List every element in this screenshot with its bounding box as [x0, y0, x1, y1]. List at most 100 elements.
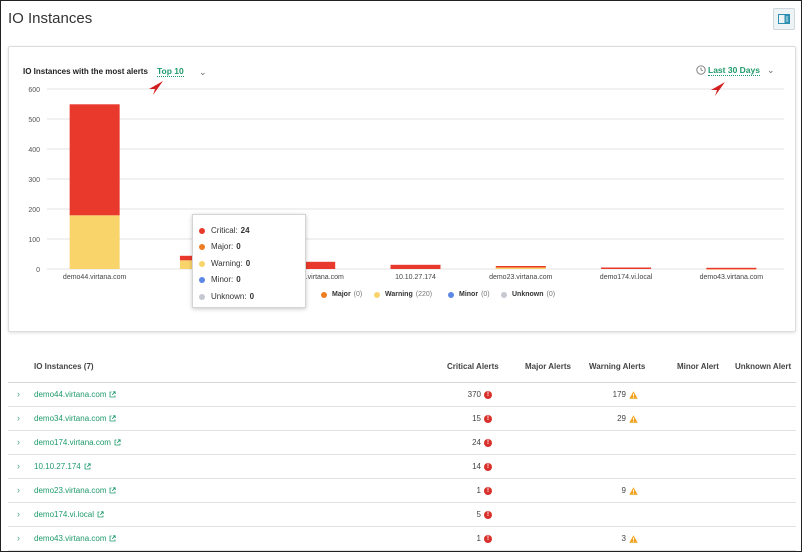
panel-toggle-button[interactable]: [773, 8, 795, 30]
warning-count: 179: [613, 390, 638, 399]
instance-link[interactable]: demo34.virtana.com: [34, 414, 117, 423]
table-row[interactable]: › demo174.vi.local 5!: [8, 503, 796, 527]
instance-link[interactable]: demo174.virtana.com: [34, 438, 121, 447]
bar-critical[interactable]: [706, 267, 757, 270]
time-range-selector[interactable]: Last 30 Days: [708, 65, 760, 76]
header-critical[interactable]: Critical Alerts: [447, 362, 499, 371]
table-row[interactable]: › demo43.virtana.com 1! 3: [8, 527, 796, 551]
top-n-selector[interactable]: Top 10: [157, 66, 184, 77]
error-icon: !: [484, 510, 492, 519]
critical-count: 1!: [477, 486, 492, 495]
error-icon: !: [484, 414, 492, 423]
warning-icon: [629, 534, 638, 543]
chevron-right-icon[interactable]: ›: [17, 413, 20, 423]
header-warning[interactable]: Warning Alerts: [589, 362, 646, 371]
legend-item-minor[interactable]: Minor (0): [448, 291, 490, 298]
warning-count: 29: [617, 414, 638, 423]
critical-count: 24!: [472, 438, 492, 447]
bar-warning[interactable]: [706, 268, 757, 270]
legend-dot-icon: [501, 291, 507, 298]
instance-link[interactable]: 10.10.27.174: [34, 462, 91, 471]
instance-link[interactable]: demo23.virtana.com: [34, 486, 117, 495]
external-link-icon[interactable]: [109, 391, 117, 398]
tooltip-row-warning: Warning: 0: [199, 259, 250, 268]
table-row[interactable]: › demo23.virtana.com 1! 9: [8, 479, 796, 503]
table-row[interactable]: › demo34.virtana.com 15! 29: [8, 407, 796, 431]
y-tick-label: 0: [36, 267, 40, 274]
chart-tooltip: Critical: 24 Major: 0 Warning: 0 Minor: 0 Un…: [192, 214, 306, 308]
legend-count: (0): [353, 291, 363, 298]
bar-warning[interactable]: [495, 266, 546, 269]
unknown-dot-icon: [199, 293, 205, 300]
chevron-down-icon[interactable]: ⌄: [767, 65, 775, 75]
legend-count: (220): [415, 291, 433, 298]
x-tick-label: 10.10.27.174: [395, 274, 436, 281]
chevron-right-icon[interactable]: ›: [17, 437, 20, 447]
x-tick-label: demo44.virtana.com: [63, 274, 127, 281]
external-link-icon[interactable]: [84, 463, 91, 470]
y-tick-label: 600: [28, 87, 40, 94]
chevron-right-icon[interactable]: ›: [17, 389, 20, 399]
legend-count: (0): [481, 291, 490, 298]
bar-critical[interactable]: [601, 267, 652, 270]
header-unknown[interactable]: Unknown Alert: [735, 362, 792, 371]
minor-dot-icon: [199, 276, 205, 283]
legend-label: Unknown: [512, 291, 544, 298]
major-dot-icon: [199, 243, 205, 250]
critical-count: 370!: [468, 390, 492, 399]
chevron-right-icon[interactable]: ›: [17, 461, 20, 471]
header-minor[interactable]: Minor Alert: [677, 362, 719, 371]
legend-item-warning[interactable]: Warning (220): [374, 291, 432, 298]
bar-warning[interactable]: [69, 215, 120, 269]
legend-item-unknown[interactable]: Unknown (0): [501, 291, 555, 298]
warning-icon: [629, 390, 638, 399]
error-icon: !: [484, 462, 492, 471]
external-link-icon[interactable]: [109, 487, 117, 494]
legend-label: Warning: [385, 291, 413, 298]
panel-toggle-icon: [778, 14, 790, 24]
bar-critical[interactable]: [69, 104, 120, 216]
legend-dot-icon: [321, 291, 327, 298]
external-link-icon[interactable]: [97, 511, 104, 518]
annotation-arrow: [711, 82, 725, 96]
table-row[interactable]: › demo174.virtana.com 24!: [8, 431, 796, 455]
external-link-icon[interactable]: [109, 535, 117, 542]
error-icon: !: [484, 390, 492, 399]
x-tick-label: demo43.virtana.com: [700, 274, 764, 281]
table-row[interactable]: › demo44.virtana.com 370! 179: [8, 383, 796, 407]
chevron-down-icon[interactable]: ⌄: [199, 67, 207, 77]
y-tick-label: 300: [28, 177, 40, 184]
instance-link[interactable]: demo43.virtana.com: [34, 534, 117, 543]
chevron-right-icon[interactable]: ›: [17, 509, 20, 519]
chevron-right-icon[interactable]: ›: [17, 485, 20, 495]
tooltip-row-major: Major: 0: [199, 242, 241, 251]
legend-count: (0): [546, 291, 556, 298]
instance-link[interactable]: demo44.virtana.com: [34, 390, 117, 399]
table-row[interactable]: › 10.10.27.174 14!: [8, 455, 796, 479]
warning-dot-icon: [199, 260, 205, 267]
bar-critical[interactable]: [495, 266, 546, 268]
annotation-arrow: [149, 81, 163, 95]
tooltip-row-minor: Minor: 0: [199, 275, 241, 284]
critical-count: 1!: [477, 534, 492, 543]
instance-link[interactable]: demo174.vi.local: [34, 510, 104, 519]
y-tick-label: 400: [28, 147, 40, 154]
warning-icon: [629, 486, 638, 495]
bar-critical[interactable]: [390, 264, 441, 269]
external-link-icon[interactable]: [109, 415, 117, 422]
y-tick-label: 100: [28, 237, 40, 244]
external-link-icon[interactable]: [114, 439, 121, 446]
chevron-right-icon[interactable]: ›: [17, 533, 20, 543]
header-divider: [8, 382, 796, 383]
chart-title: IO Instances with the most alerts: [23, 67, 148, 76]
legend-label: Minor: [459, 291, 479, 298]
legend-dot-icon: [448, 291, 454, 298]
x-tick-label: demo23.virtana.com: [489, 274, 553, 281]
legend-item-major[interactable]: Major (0): [321, 291, 362, 298]
chart-legend: Critical(414)Major(0)Warning(220)Minor(0…: [9, 291, 797, 303]
alerts-chart-card: IO Instances with the most alerts Top 10…: [8, 46, 796, 332]
header-major[interactable]: Major Alerts: [525, 362, 571, 371]
tooltip-row-critical: Critical: 24: [199, 226, 250, 235]
header-instances[interactable]: IO Instances (7): [34, 362, 94, 371]
